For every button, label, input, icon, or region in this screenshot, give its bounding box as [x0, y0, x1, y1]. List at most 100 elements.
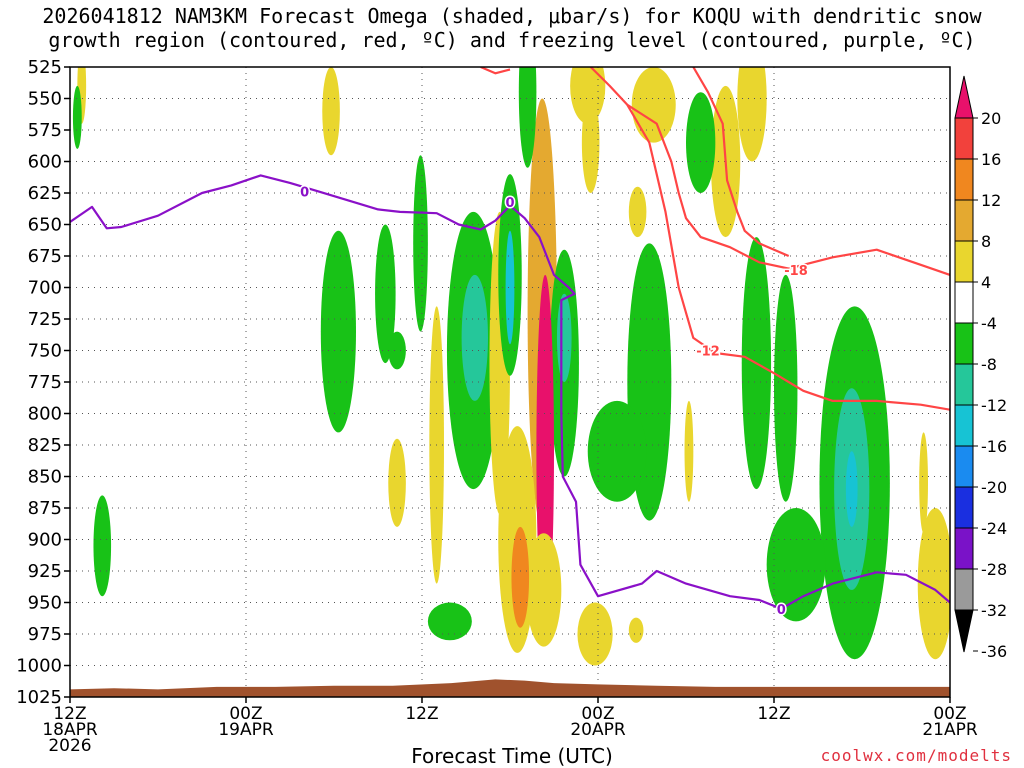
- omega-region: [413, 155, 428, 332]
- x-tick-label: 18APR: [42, 720, 98, 740]
- y-tick-label: 1025: [16, 687, 62, 708]
- colorbar-label: 20: [981, 109, 1001, 128]
- x-tick-label: 12Z: [405, 704, 438, 724]
- colorbar-swatch: [954, 486, 974, 529]
- colorbar-label: 16: [981, 150, 1001, 169]
- colorbar-label: 4: [981, 273, 991, 292]
- colorbar-label: -12: [981, 396, 1007, 415]
- omega-region: [388, 331, 406, 370]
- omega-region: [93, 495, 112, 597]
- y-tick-label: 675: [28, 246, 62, 267]
- x-tick-label: 19APR: [218, 720, 274, 740]
- dgz-isotherm-label: -12: [696, 345, 720, 360]
- colorbar-label: 12: [981, 191, 1001, 210]
- colorbar-swatch: [954, 527, 974, 570]
- colorbar-label: -36: [981, 642, 1007, 661]
- x-tick-label: 21APR: [922, 720, 978, 740]
- omega-region: [684, 400, 694, 502]
- x-tick-label: 00Z: [581, 704, 614, 724]
- source-credit: coolwx.com/modelts: [820, 746, 1012, 765]
- omega-region: [581, 92, 600, 193]
- colorbar-label: -20: [981, 478, 1007, 497]
- y-tick-label: 575: [28, 120, 62, 141]
- dgz-isotherm: [626, 104, 950, 411]
- colorbar-top-arrow: [954, 75, 974, 119]
- contour-layer: -12 -18 0 0 0: [70, 67, 950, 619]
- y-tick-label: 850: [28, 467, 62, 488]
- title-line-1: 2026041812 NAM3KM Forecast Omega (shaded…: [42, 4, 982, 28]
- dgz-isotherm: [692, 67, 790, 258]
- omega-region: [766, 508, 826, 622]
- omega-region: [628, 617, 644, 643]
- colorbar-swatch: [954, 158, 974, 201]
- colorbar-label: -8: [981, 355, 997, 374]
- y-tick-label: 775: [28, 372, 62, 393]
- colorbar-label: -24: [981, 519, 1007, 538]
- colorbar-label: -16: [981, 437, 1007, 456]
- y-tick-label: 700: [28, 278, 62, 299]
- x-tick-label: 20APR: [570, 720, 626, 740]
- dgz-isotherm: [589, 67, 950, 276]
- freezing-level-contour-label: 0: [505, 196, 514, 211]
- terrain-layer: [70, 679, 950, 697]
- colorbar-swatch: [954, 322, 974, 365]
- colorbar-label: -28: [981, 560, 1007, 579]
- pressure-axis: 525 550 575 600 625 650 675 700 725 750 775 800 825 8…: [16, 57, 70, 708]
- omega-region: [631, 67, 676, 143]
- omega-region: [577, 602, 613, 666]
- omega-region: [919, 432, 928, 534]
- omega-region: [375, 224, 396, 364]
- y-tick-label: 925: [28, 561, 62, 582]
- omega-region: [774, 274, 798, 502]
- x-axis-title: Forecast Time (UTC): [411, 744, 613, 768]
- dgz-isotherm: [480, 67, 511, 75]
- omega-region: [686, 92, 716, 193]
- x-tick-label: 12Z: [757, 704, 790, 724]
- y-tick-label: 725: [28, 309, 62, 330]
- omega-region: [388, 438, 406, 527]
- colorbar-label: 8: [981, 232, 991, 251]
- freezing-level-contour-label: 0: [300, 186, 309, 201]
- colorbar-swatch: [954, 404, 974, 447]
- omega-region: [461, 274, 488, 401]
- omega-region: [511, 526, 530, 628]
- x-tick-label: 00Z: [933, 704, 966, 724]
- omega-region: [737, 67, 767, 162]
- y-tick-label: 650: [28, 215, 62, 236]
- omega-region: [322, 67, 340, 156]
- omega-region: [526, 533, 562, 647]
- x-tick-label: 12Z: [53, 704, 86, 724]
- y-tick-label: 1000: [16, 656, 62, 677]
- dgz-isotherm-label: -18: [784, 264, 808, 279]
- omega-region: [518, 67, 537, 168]
- omega-region: [587, 400, 647, 502]
- y-tick-label: 975: [28, 624, 62, 645]
- y-tick-label: 550: [28, 89, 62, 110]
- y-tick-label: 600: [28, 152, 62, 173]
- colorbar-swatch: [954, 199, 974, 242]
- omega-region: [72, 85, 82, 149]
- omega-region: [845, 451, 858, 527]
- colorbar-swatch: [954, 363, 974, 406]
- y-tick-label: 625: [28, 183, 62, 204]
- omega-region: [556, 293, 572, 382]
- chart-title: 2026041812 NAM3KM Forecast Omega (shaded…: [0, 4, 1024, 52]
- y-tick-label: 900: [28, 530, 62, 551]
- title-line-2: growth region (contoured, red, ºC) and f…: [48, 28, 976, 52]
- y-tick-label: 800: [28, 404, 62, 425]
- freezing-level-contour-label: 0: [777, 603, 786, 618]
- omega-region: [917, 508, 950, 660]
- colorbar-label: -32: [981, 601, 1007, 620]
- omega-region: [320, 230, 356, 433]
- freezing-level-contour: [70, 174, 950, 610]
- omega-shading-layer: [72, 67, 950, 697]
- colorbar-swatch: [954, 445, 974, 488]
- omega-region: [628, 186, 647, 238]
- colorbar-swatch: [954, 117, 974, 160]
- colorbar-label: -4: [981, 314, 997, 333]
- omega-region: [427, 602, 472, 641]
- y-tick-label: 525: [28, 57, 62, 78]
- y-tick-label: 825: [28, 435, 62, 456]
